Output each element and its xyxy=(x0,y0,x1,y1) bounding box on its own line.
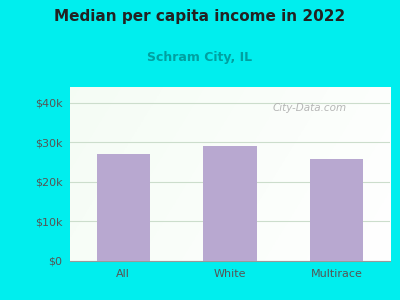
Text: Median per capita income in 2022: Median per capita income in 2022 xyxy=(54,9,346,24)
Bar xyxy=(310,159,363,261)
Text: Schram City, IL: Schram City, IL xyxy=(148,51,252,64)
Bar xyxy=(203,146,257,261)
Bar xyxy=(97,154,150,261)
Text: City-Data.com: City-Data.com xyxy=(273,103,347,113)
